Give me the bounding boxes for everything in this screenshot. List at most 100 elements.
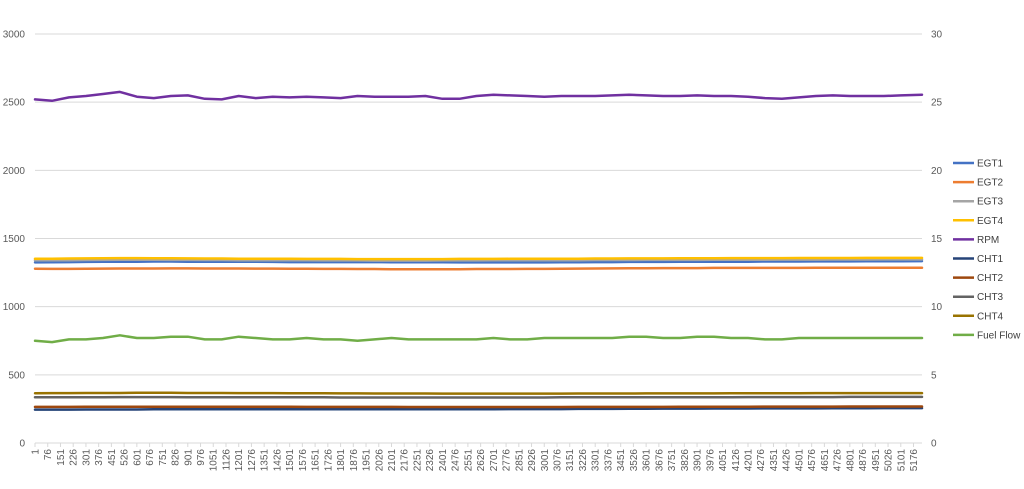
legend-item-cht4: CHT4 bbox=[953, 311, 1004, 322]
legend-label: RPM bbox=[977, 235, 999, 246]
x-axis-tick-label: 376 bbox=[94, 449, 105, 466]
legend-label: CHT1 bbox=[977, 254, 1004, 265]
x-axis-tick-label: 2176 bbox=[400, 449, 411, 472]
x-axis-tick-label: 1726 bbox=[323, 449, 334, 472]
x-axis-tick-label: 301 bbox=[81, 449, 92, 466]
x-axis-tick-label: 1201 bbox=[234, 449, 245, 472]
x-axis-tick-label: 1951 bbox=[362, 449, 373, 472]
right-axis-ticks: 0 5 10 15 20 25 30 bbox=[931, 30, 943, 450]
x-axis-tick-label: 2251 bbox=[412, 449, 423, 472]
x-axis-tick-label: 5176 bbox=[909, 449, 920, 472]
gridlines bbox=[35, 33, 922, 376]
series-line-rpm bbox=[33, 90, 924, 103]
legend-item-cht2: CHT2 bbox=[953, 273, 1004, 284]
x-axis-tick-label: 4051 bbox=[718, 449, 729, 472]
x-axis-tick-label: 76 bbox=[43, 449, 54, 461]
x-axis-tick-label: 2551 bbox=[463, 449, 474, 472]
x-axis-tick-label: 5026 bbox=[884, 449, 895, 472]
legend-label: Fuel Flow bbox=[977, 330, 1021, 341]
x-axis-tick-label: 3676 bbox=[654, 449, 665, 472]
x-axis-tick-label: 3451 bbox=[616, 449, 627, 472]
series-line-cht3 bbox=[33, 395, 924, 399]
series-line-egt3 bbox=[33, 258, 924, 262]
legend-item-fuel-flow: Fuel Flow bbox=[953, 330, 1021, 341]
x-axis-tick-label: 3526 bbox=[629, 449, 640, 472]
x-axis-tick-label: 4276 bbox=[756, 449, 767, 472]
legend-item-egt1: EGT1 bbox=[953, 159, 1004, 170]
right-axis-tick-label: 25 bbox=[931, 98, 943, 109]
x-axis-tick-label: 4501 bbox=[794, 449, 805, 472]
x-axis-tick-label: 751 bbox=[158, 449, 169, 466]
x-axis-tick-label: 226 bbox=[69, 449, 80, 466]
x-axis-tick-label: 1 bbox=[31, 449, 42, 455]
x-axis-tick-label: 4426 bbox=[782, 449, 793, 472]
x-axis-tick-label: 2026 bbox=[374, 449, 385, 472]
x-axis-tick-label: 3376 bbox=[603, 449, 614, 472]
legend-label: EGT3 bbox=[977, 197, 1004, 208]
legend-item-egt3: EGT3 bbox=[953, 197, 1004, 208]
left-axis-tick-label: 1000 bbox=[3, 302, 26, 313]
legend-label: CHT2 bbox=[977, 273, 1004, 284]
x-axis-tick-label: 2776 bbox=[502, 449, 513, 472]
legend-label: CHT4 bbox=[977, 311, 1004, 322]
x-axis-tick-label: 151 bbox=[56, 449, 67, 466]
left-axis-tick-label: 1500 bbox=[3, 234, 26, 245]
x-axis-tick-label: 2851 bbox=[514, 449, 525, 472]
series-line-fuel-flow bbox=[33, 334, 924, 344]
x-axis-tick-label: 1876 bbox=[349, 449, 360, 472]
left-axis-tick-label: 3000 bbox=[3, 30, 26, 41]
x-axis-tick-label: 3901 bbox=[693, 449, 704, 472]
left-axis-ticks: 0 500 1000 1500 2000 2500 3000 bbox=[3, 30, 26, 450]
x-axis-tick-label: 4576 bbox=[807, 449, 818, 472]
x-axis-tick-label: 1051 bbox=[209, 449, 220, 472]
x-axis-tick-label: 5101 bbox=[896, 449, 907, 472]
x-axis-tick-label: 3751 bbox=[667, 449, 678, 472]
x-axis-tick-label: 4651 bbox=[820, 449, 831, 472]
x-axis-tick-label: 3001 bbox=[540, 449, 551, 472]
x-axis-tick-label: 1801 bbox=[336, 449, 347, 472]
legend-item-egt2: EGT2 bbox=[953, 178, 1004, 189]
x-axis-tick-label: 1126 bbox=[221, 449, 232, 471]
x-axis-tick-label: 4876 bbox=[858, 449, 869, 472]
x-axis-tick-label: 1501 bbox=[285, 449, 296, 472]
x-axis-tick-label: 3076 bbox=[553, 449, 564, 472]
series-lines bbox=[33, 90, 924, 411]
x-axis-tick-label: 3601 bbox=[642, 449, 653, 472]
legend-label: EGT1 bbox=[977, 159, 1004, 170]
legend-item-rpm: RPM bbox=[953, 235, 999, 246]
x-axis-tick-label: 1576 bbox=[298, 449, 309, 472]
right-axis-tick-label: 0 bbox=[931, 439, 937, 450]
series-line-egt2 bbox=[33, 266, 924, 271]
series-line-egt1 bbox=[33, 259, 924, 264]
right-axis-tick-label: 15 bbox=[931, 234, 943, 245]
x-axis-tick-label: 2626 bbox=[476, 449, 487, 472]
x-axis-tick-label: 2476 bbox=[451, 449, 462, 472]
right-axis-tick-label: 10 bbox=[931, 302, 943, 313]
x-axis-tick-label: 3301 bbox=[591, 449, 602, 472]
legend-label: EGT4 bbox=[977, 216, 1004, 227]
legend-item-cht3: CHT3 bbox=[953, 292, 1004, 303]
x-axis-tick-label: 3226 bbox=[578, 449, 589, 472]
x-axis-tick-label: 4801 bbox=[845, 449, 856, 472]
x-axis-tick-label: 976 bbox=[196, 449, 207, 466]
x-axis-tick-label: 4726 bbox=[833, 449, 844, 472]
x-axis-tick-label: 2101 bbox=[387, 449, 398, 472]
x-axis-tick-label: 2701 bbox=[489, 449, 500, 472]
left-axis-tick-label: 2000 bbox=[3, 166, 26, 177]
x-axis-tick-label: 1351 bbox=[260, 449, 271, 472]
x-axis-tick-label: 3976 bbox=[705, 449, 716, 472]
series-line-cht4 bbox=[33, 391, 924, 395]
series-line-cht1 bbox=[33, 406, 924, 411]
x-axis-ticks: 1 76 151 226 301 376 451 526 601 676 751 826 901 976 1… bbox=[31, 443, 920, 472]
legend-item-egt4: EGT4 bbox=[953, 216, 1004, 227]
legend: EGT1 EGT2 EGT3 EGT4 RPM CHT1 CHT2 CHT3 CHT4 Fuel … bbox=[953, 159, 1021, 341]
left-axis-tick-label: 0 bbox=[19, 439, 25, 450]
x-axis-tick-label: 3826 bbox=[680, 449, 691, 472]
legend-item-cht1: CHT1 bbox=[953, 254, 1004, 265]
x-axis-tick-label: 1651 bbox=[311, 449, 322, 472]
x-axis-tick-label: 451 bbox=[107, 449, 118, 466]
x-axis-tick-label: 3151 bbox=[565, 449, 576, 472]
x-axis-tick-label: 2926 bbox=[527, 449, 538, 472]
series-line-egt4 bbox=[33, 256, 924, 261]
